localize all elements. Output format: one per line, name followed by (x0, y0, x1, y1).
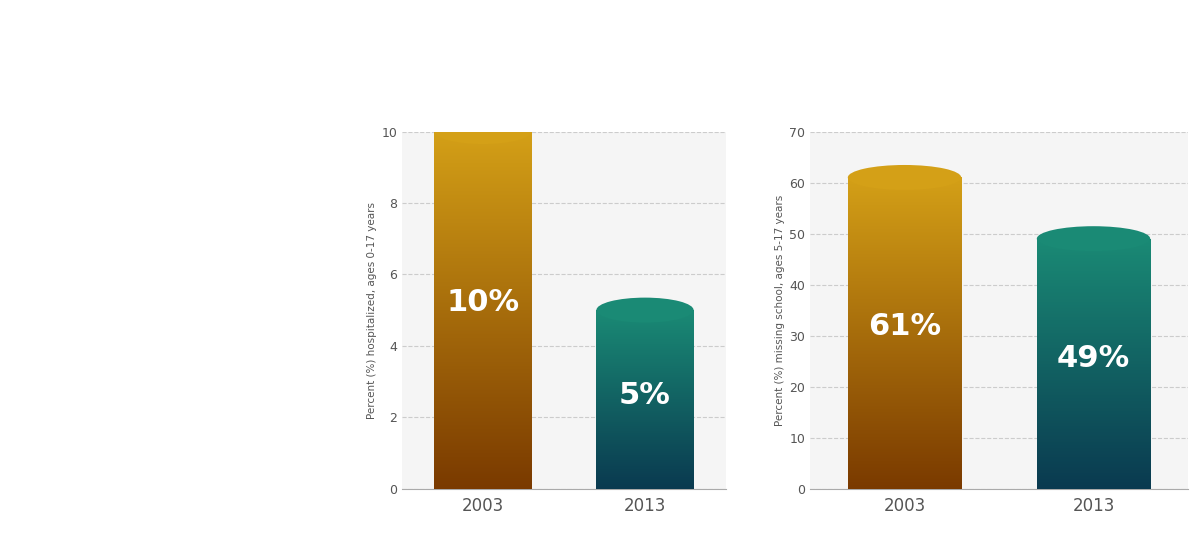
Text: 49%: 49% (1057, 344, 1130, 373)
Text: 10%: 10% (446, 288, 520, 317)
Y-axis label: Percent (%) missing school, ages 5-17 years: Percent (%) missing school, ages 5-17 ye… (775, 194, 785, 426)
Ellipse shape (596, 297, 694, 323)
Y-axis label: Percent (%) hospitalized, ages 0-17 years: Percent (%) hospitalized, ages 0-17 year… (367, 201, 377, 419)
Text: Children who were hospitalized
for asthma.: Children who were hospitalized for asthm… (356, 61, 641, 94)
Ellipse shape (434, 119, 532, 144)
Text: 5%: 5% (619, 381, 671, 410)
Ellipse shape (847, 165, 961, 190)
Text: 61%: 61% (868, 313, 941, 342)
Text: Children with asthma who missed
school days.: Children with asthma who missed school d… (762, 61, 1068, 94)
Ellipse shape (1037, 226, 1151, 251)
Text: Asthma-related
hospitalizations
and missed school
days were fewer in
2013 than i: Asthma-related hospitalizations and miss… (26, 185, 331, 352)
